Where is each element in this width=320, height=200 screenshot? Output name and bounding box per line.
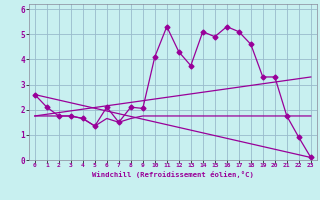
X-axis label: Windchill (Refroidissement éolien,°C): Windchill (Refroidissement éolien,°C)	[92, 171, 254, 178]
